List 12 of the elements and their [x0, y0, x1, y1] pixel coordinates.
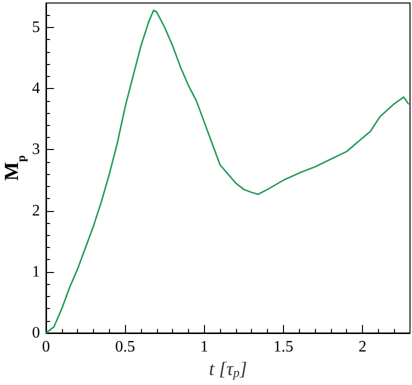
x-tick-label: 1 [200, 338, 208, 356]
y-tick-label: 1 [32, 263, 40, 280]
y-tick-label: 4 [32, 80, 40, 98]
y-tick-label: 3 [32, 141, 40, 158]
y-tick-label: 2 [32, 202, 40, 220]
x-tick-label: 0.5 [115, 338, 136, 356]
x-tick-label: 2 [358, 338, 367, 356]
y-axis-title: Mp [1, 154, 28, 181]
y-tick-label: 5 [32, 18, 40, 36]
y-tick-label: 0 [32, 324, 40, 342]
x-axis-title: t [τp] [208, 358, 248, 380]
x-tick-label: 1.5 [273, 338, 294, 356]
